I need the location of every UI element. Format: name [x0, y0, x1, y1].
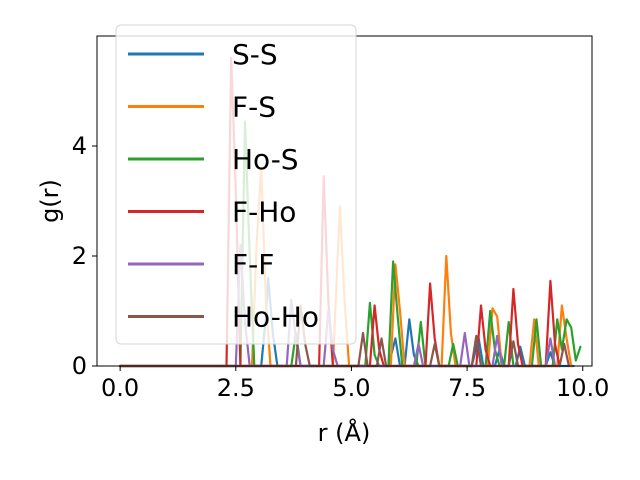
axes: 0.0 2.5 5.0 7.5 10.0 0 2 4: [72, 35, 609, 402]
y-axis-label: g(r): [36, 179, 64, 223]
legend-box: [115, 24, 357, 345]
legend-label: S-S: [232, 38, 278, 71]
y-tick-label: 2: [72, 242, 87, 270]
legend-label: Ho-S: [232, 143, 299, 176]
x-axis-label: r (Å): [318, 418, 371, 447]
legend: S-S F-S Ho-S F-Ho F-F Ho-Ho: [115, 24, 357, 345]
x-tick-label: 0.0: [101, 374, 139, 402]
y-tick-label: 0: [72, 352, 87, 380]
legend-label: F-F: [232, 248, 274, 281]
legend-label: F-S: [232, 91, 276, 124]
legend-label: F-Ho: [232, 196, 296, 229]
x-tick-label: 2.5: [217, 374, 255, 402]
x-tick-label: 10.0: [556, 374, 609, 402]
legend-label: Ho-Ho: [232, 301, 319, 334]
y-tick-label: 4: [72, 132, 87, 160]
x-tick-label: 5.0: [332, 374, 370, 402]
x-tick-label: 7.5: [448, 374, 486, 402]
